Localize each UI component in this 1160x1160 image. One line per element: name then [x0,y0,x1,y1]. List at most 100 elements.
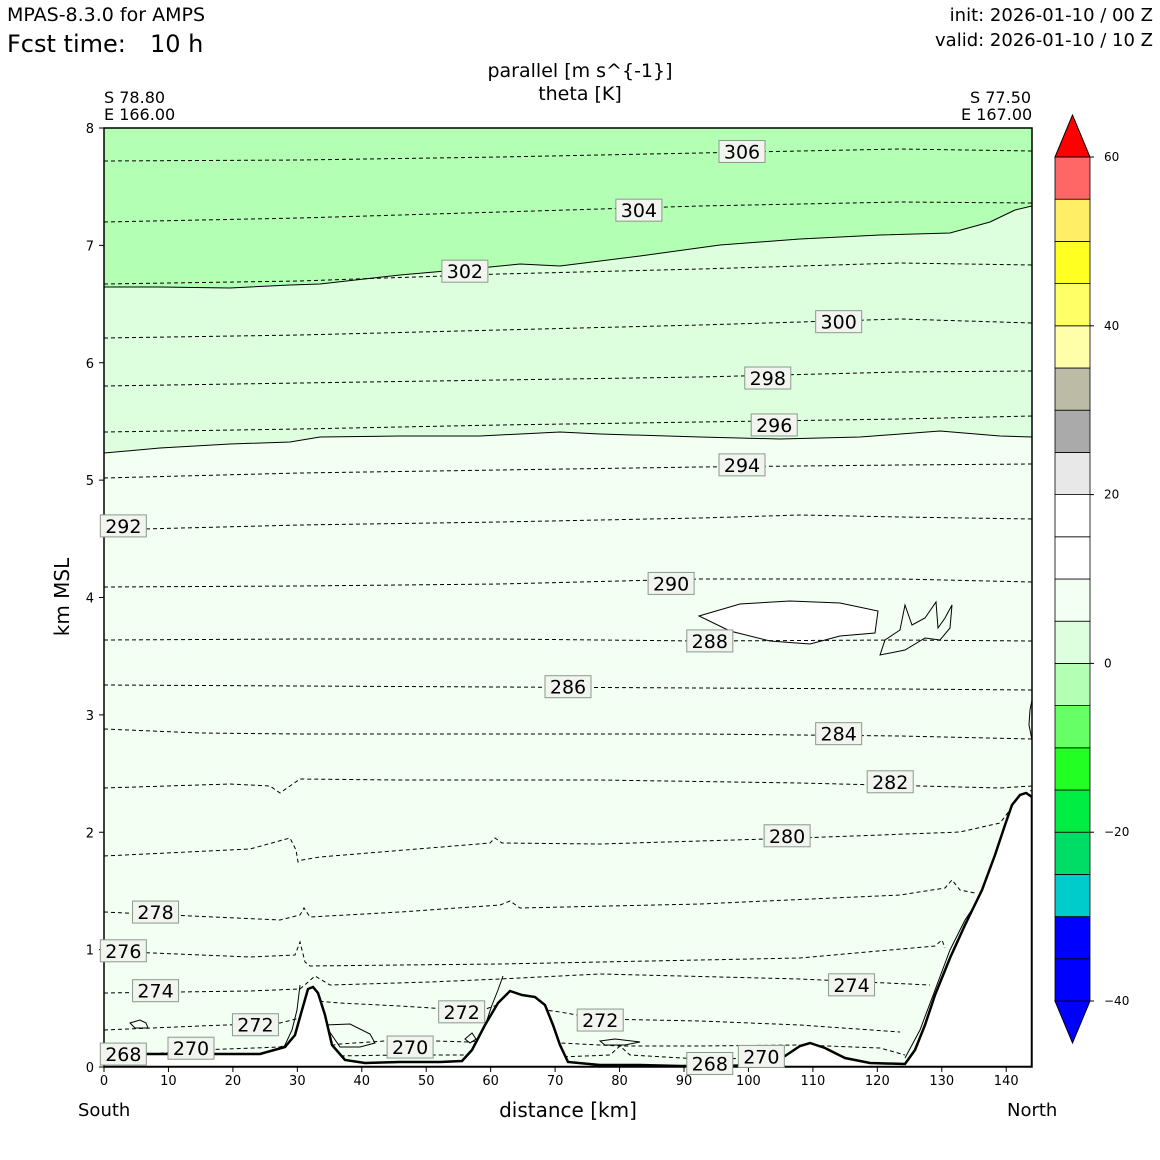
x-tick-label: 0 [100,1074,108,1089]
theta-label-box [132,900,180,924]
x-tick-label: 30 [289,1074,306,1089]
theta-label-text: 270 [743,1046,779,1068]
theta-label-box [438,1000,486,1024]
theta-label: 288 [686,629,734,653]
theta-label-text: 290 [653,573,689,595]
x-tick-label: 10 [160,1074,177,1089]
theta-label: 284 [815,722,863,746]
theta-label: 268 [686,1051,734,1075]
colorbar-tick-label: −40 [1104,994,1129,1008]
y-tick-label: 5 [86,474,94,489]
wind-contour-feature [129,1019,149,1029]
theta-label: 272 [438,1000,486,1024]
colorbar-segment [1054,451,1091,495]
theta-label-text: 302 [447,261,483,283]
colorbar: 60 40 20 0 −20 −40 [1054,113,1129,1045]
theta-label-text: 292 [105,516,141,538]
theta-label-box [441,259,489,283]
x-end-label-south: South [78,1100,131,1121]
theta-label-box [686,1051,734,1075]
forecast-time-label: Fcst time: [7,30,126,58]
colorbar-segment [1054,747,1091,791]
theta-label-box [718,139,766,163]
theta-label-box [744,366,792,390]
theta-label: 306 [718,139,766,163]
theta-label: 302 [441,259,489,283]
theta-label-box [718,453,766,477]
y-tick-label: 2 [86,826,94,841]
theta-label: 300 [815,310,863,334]
theta-label-text: 272 [444,1002,480,1024]
start-point-lon: E 166.00 [104,105,176,124]
theta-label-box [231,1013,279,1037]
theta-label-text: 278 [137,902,173,924]
theta-label-text: 306 [724,141,760,163]
valid-time: valid: 2026-01-10 / 10 Z [935,30,1153,51]
theta-label: 278 [132,900,180,924]
theta-label-box [750,413,798,437]
colorbar-segment [1054,705,1091,749]
end-point-lat: S 77.50 [970,88,1032,107]
end-point-lon: E 167.00 [961,105,1033,124]
colorbar-segment [1054,240,1091,284]
colorbar-segment [1054,283,1091,327]
theta-label-text: 272 [582,1010,618,1032]
theta-label-text: 298 [750,368,786,390]
colorbar-tick-label: −20 [1104,825,1129,839]
shading-top [104,128,1032,288]
y-axis: 0 1 2 3 4 5 6 7 8 [86,122,104,1076]
theta-label-text: 286 [550,677,586,699]
theta-label-box [615,198,663,222]
wind-contour-feature [598,1038,641,1046]
theta-label-text: 272 [237,1015,273,1037]
colorbar-extend-min [1054,1000,1091,1045]
chart-title-parallel: parallel [m s^{-1}] [487,60,673,82]
colorbar-segment [1054,156,1091,200]
theta-label-box [815,310,863,334]
theta-label: 304 [615,198,663,222]
colorbar-extend-max [1054,113,1091,158]
wind-contour-feature [879,600,953,656]
plot-area [104,128,1032,1067]
x-tick-label: 120 [865,1074,890,1089]
x-axis-label: distance [km] [499,1098,637,1122]
x-tick-label: 80 [611,1074,628,1089]
x-tick-label: 140 [994,1074,1019,1089]
theta-label-box [132,979,180,1003]
x-tick-label: 20 [225,1074,242,1089]
colorbar-segment [1054,536,1091,580]
theta-isolines [104,148,1032,1063]
wind-contour-feature [324,1023,376,1048]
theta-label: 286 [544,675,592,699]
theta-contour-labels: 306 304 302 300 298 296 294 292 290 288 286 284 282 2… [99,139,914,1075]
theta-label-box [544,675,592,699]
y-tick-label: 6 [86,357,94,372]
theta-label-text: 280 [769,826,805,848]
theta-label-text: 284 [821,724,857,746]
theta-label-text: 282 [872,772,908,794]
chart-title-theta: theta [K] [538,83,622,105]
theta-label: 280 [763,824,811,848]
colorbar-segment [1054,325,1091,369]
x-end-label-north: North [1007,1100,1058,1121]
theta-label-box [99,514,147,538]
colorbar-segment [1054,494,1091,538]
colorbar-segment [1054,916,1091,960]
model-title: MPAS-8.3.0 for AMPS [7,4,206,26]
theta-label-text: 288 [692,631,728,653]
wind-contour-feature [464,1032,477,1044]
theta-label: 276 [99,939,147,963]
theta-label-text: 274 [137,981,173,1003]
y-tick-label: 8 [86,122,94,137]
theta-label-text: 300 [821,312,857,334]
theta-label-box [866,770,914,794]
theta-label-text: 294 [724,455,760,477]
theta-label: 272 [231,1013,279,1037]
x-tick-label: 110 [800,1074,825,1089]
theta-label-text: 268 [105,1044,141,1066]
theta-label: 298 [744,366,792,390]
theta-label-box [828,973,876,997]
theta-label: 292 [99,514,147,538]
theta-label-text: 304 [621,200,657,222]
